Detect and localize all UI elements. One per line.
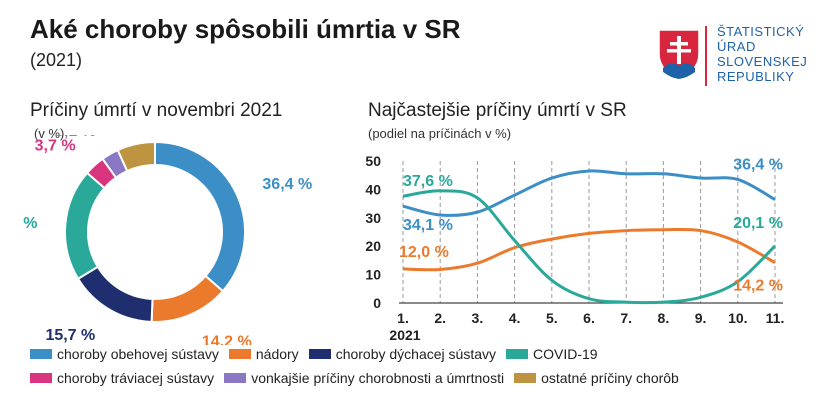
pie-slice-covid xyxy=(64,171,106,281)
legend-swatch xyxy=(30,373,52,383)
x-tick-label: 7. xyxy=(620,310,632,326)
statistical-office-logo: ŠTATISTICKÝ ÚRAD SLOVENSKEJ REPUBLIKY xyxy=(655,24,835,94)
pie-chart-subtitle: (v %) xyxy=(34,126,65,141)
legend-swatch xyxy=(224,373,247,383)
legend-label: choroby obehovej sústavy xyxy=(57,346,219,362)
pie-slice-ostatne xyxy=(116,140,156,173)
x-tick-label: 6. xyxy=(583,310,595,326)
legend-item: vonkajšie príčiny chorobnosti a úmrtnost… xyxy=(224,370,504,386)
legend-row-2: choroby tráviacej sústavy vonkajšie príč… xyxy=(30,370,689,386)
logo-text: ŠTATISTICKÝ ÚRAD SLOVENSKEJ REPUBLIKY xyxy=(717,24,807,84)
x-tick-label: 8. xyxy=(658,310,670,326)
x-tick-label: 9. xyxy=(695,310,707,326)
legend-label: ostatné príčiny chorôb xyxy=(541,370,679,386)
data-label-covid: 20,1 % xyxy=(733,215,783,232)
data-label-nadory: 12,0 % xyxy=(399,244,449,261)
y-tick-label: 30 xyxy=(365,210,381,226)
legend-label: vonkajšie príčiny chorobnosti a úmrtnost… xyxy=(251,370,505,386)
legend-item: choroby tráviacej sústavy xyxy=(30,370,214,386)
x-tick-label: 2. xyxy=(434,310,446,326)
legend-label: choroby tráviacej sústavy xyxy=(57,370,215,386)
x-tick-label: 11. xyxy=(766,310,785,326)
legend-item: choroby obehovej sústavy xyxy=(30,346,219,362)
donut-chart: 36,4 %14,2 %15,7 %20,1 %3,7 %3,1 %6,8 % xyxy=(20,135,312,345)
y-tick-label: 0 xyxy=(373,295,381,311)
page-title: Aké choroby spôsobili úmrtia v SR xyxy=(30,14,461,44)
pie-label-covid: 20,1 % xyxy=(20,215,37,232)
legend-swatch xyxy=(30,349,52,359)
legend-row-1: choroby obehovej sústavy nádory choroby … xyxy=(30,346,608,362)
legend-item: ostatné príčiny chorôb xyxy=(514,370,679,386)
logo-line: REPUBLIKY xyxy=(717,69,795,84)
legend-label: choroby dýchacej sústavy xyxy=(335,346,496,362)
legend-item: choroby dýchacej sústavy xyxy=(308,346,496,362)
y-tick-label: 10 xyxy=(365,267,381,283)
x-tick-label: 5. xyxy=(546,310,558,326)
y-tick-label: 50 xyxy=(365,153,381,169)
logo-divider xyxy=(705,26,707,86)
line-chart-subtitle: (podiel na príčinách v %) xyxy=(368,126,512,141)
x-tick-label: 10. xyxy=(728,310,747,326)
pie-label-obehova: 36,4 % xyxy=(262,176,312,193)
line-chart: 0 10 20 30 40 50 1. 2. 3. 4. 5. 6. 7. 8. 9. 10. 11. 2021 3… xyxy=(365,153,785,343)
logo-line: ÚRAD xyxy=(717,39,756,54)
x-tick-label: 1. xyxy=(397,310,409,326)
line-series-nadory xyxy=(402,227,776,272)
y-tick-label: 40 xyxy=(365,181,381,197)
legend-label: COVID-19 xyxy=(533,346,598,362)
pie-label-nadory: 14,2 % xyxy=(202,333,252,345)
pie-chart-title: Príčiny úmrtí v novembri 2021 xyxy=(30,100,283,121)
x-tick-label: 4. xyxy=(509,310,521,326)
logo-line: SLOVENSKEJ xyxy=(717,54,808,69)
pie-label-vonkajsie: 3,1 % xyxy=(55,135,96,140)
legend-swatch xyxy=(506,349,528,359)
pie-label-dychacia: 15,7 % xyxy=(45,327,95,344)
pie-slice-dychacia xyxy=(76,265,154,323)
logo-line: ŠTATISTICKÝ xyxy=(717,24,805,39)
data-label-nadory: 14,2 % xyxy=(733,278,783,295)
y-tick-label: 20 xyxy=(365,238,381,254)
x-year-label: 2021 xyxy=(389,327,420,343)
legend-item: nádory xyxy=(228,346,299,362)
x-tick-label: 3. xyxy=(472,310,484,326)
data-label-obehova: 36,4 % xyxy=(733,157,783,174)
pie-label-traviaca: 3,7 % xyxy=(35,138,76,155)
legend-swatch xyxy=(514,373,537,383)
legend-label: nádory xyxy=(255,346,299,362)
legend-swatch xyxy=(308,349,331,359)
legend-item: COVID-19 xyxy=(506,346,598,362)
data-label-covid: 37,6 % xyxy=(403,173,453,190)
pie-slice-obehova xyxy=(154,140,246,293)
line-series-covid xyxy=(402,189,777,305)
legend-swatch xyxy=(228,349,251,359)
data-label-obehova: 34,1 % xyxy=(403,217,453,234)
line-chart-title: Najčastejšie príčiny úmrtí v SR xyxy=(368,100,627,121)
slovak-emblem-icon xyxy=(658,29,700,80)
line-series-obehova xyxy=(402,169,776,217)
pie-slice-nadory xyxy=(150,274,225,323)
page-subtitle: (2021) xyxy=(30,50,83,70)
